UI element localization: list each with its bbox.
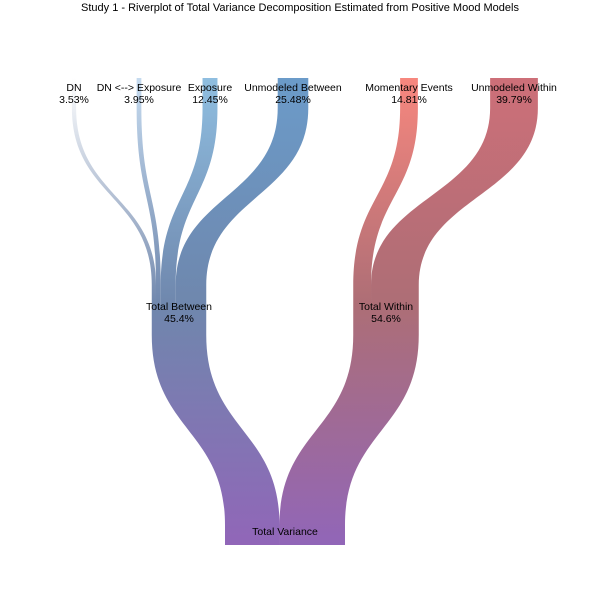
node-label-tv: Total Variance [252, 526, 318, 538]
flow-exp-to-tb [160, 78, 218, 305]
flow-tw-to-tv [279, 305, 419, 545]
flow-dn-to-tb [71, 78, 156, 305]
node-value-me: 14.81% [391, 94, 427, 106]
node-label-dn: DN [66, 82, 81, 94]
node-value-ub: 25.48% [275, 94, 311, 106]
chart-title: Study 1 - Riverplot of Total Variance De… [81, 2, 519, 14]
flow-ub-to-tb [175, 78, 309, 305]
node-label-tw: Total Within [359, 301, 413, 313]
node-label-uw: Unmodeled Within [471, 82, 557, 94]
node-value-dn: 3.53% [59, 94, 89, 106]
node-label-ub: Unmodeled Between [244, 82, 342, 94]
flow-me-to-tw [353, 78, 418, 305]
node-value-dnx: 3.95% [124, 94, 154, 106]
node-label-dnx: DN <--> Exposure [97, 82, 182, 94]
flows-layer [71, 78, 538, 545]
node-value-tb: 45.4% [164, 313, 194, 325]
node-label-exp: Exposure [188, 82, 233, 94]
node-label-me: Momentary Events [365, 82, 453, 94]
flow-tb-to-tv [151, 305, 280, 545]
flow-dnx-to-tb [136, 78, 161, 305]
node-label-tb: Total Between [146, 301, 212, 313]
flow-uw-to-tw [371, 78, 538, 305]
node-value-uw: 39.79% [496, 94, 532, 106]
node-value-exp: 12.45% [192, 94, 228, 106]
node-value-tw: 54.6% [371, 313, 401, 325]
